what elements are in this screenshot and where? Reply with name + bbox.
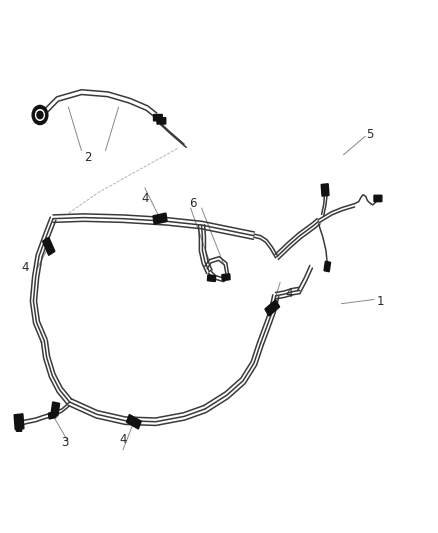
Text: 5: 5 (366, 128, 373, 141)
FancyBboxPatch shape (265, 300, 279, 316)
FancyBboxPatch shape (222, 274, 230, 280)
FancyBboxPatch shape (42, 237, 55, 255)
FancyBboxPatch shape (324, 261, 331, 272)
Text: 1: 1 (377, 295, 384, 308)
FancyBboxPatch shape (374, 195, 382, 201)
Circle shape (37, 111, 43, 119)
FancyBboxPatch shape (153, 213, 167, 224)
Text: 4: 4 (119, 433, 127, 446)
Text: 4: 4 (141, 192, 148, 205)
FancyBboxPatch shape (14, 414, 24, 430)
Text: 4: 4 (285, 287, 293, 300)
Text: 2: 2 (84, 151, 92, 164)
FancyBboxPatch shape (51, 402, 60, 416)
Text: 4: 4 (21, 261, 28, 274)
FancyBboxPatch shape (49, 412, 56, 419)
Text: 6: 6 (189, 197, 197, 211)
Text: 3: 3 (62, 437, 69, 449)
Circle shape (32, 106, 48, 125)
FancyBboxPatch shape (208, 275, 215, 281)
FancyBboxPatch shape (157, 118, 166, 124)
FancyBboxPatch shape (127, 415, 141, 429)
Circle shape (35, 110, 44, 120)
FancyBboxPatch shape (153, 115, 162, 121)
FancyBboxPatch shape (321, 184, 329, 196)
FancyBboxPatch shape (16, 421, 21, 431)
